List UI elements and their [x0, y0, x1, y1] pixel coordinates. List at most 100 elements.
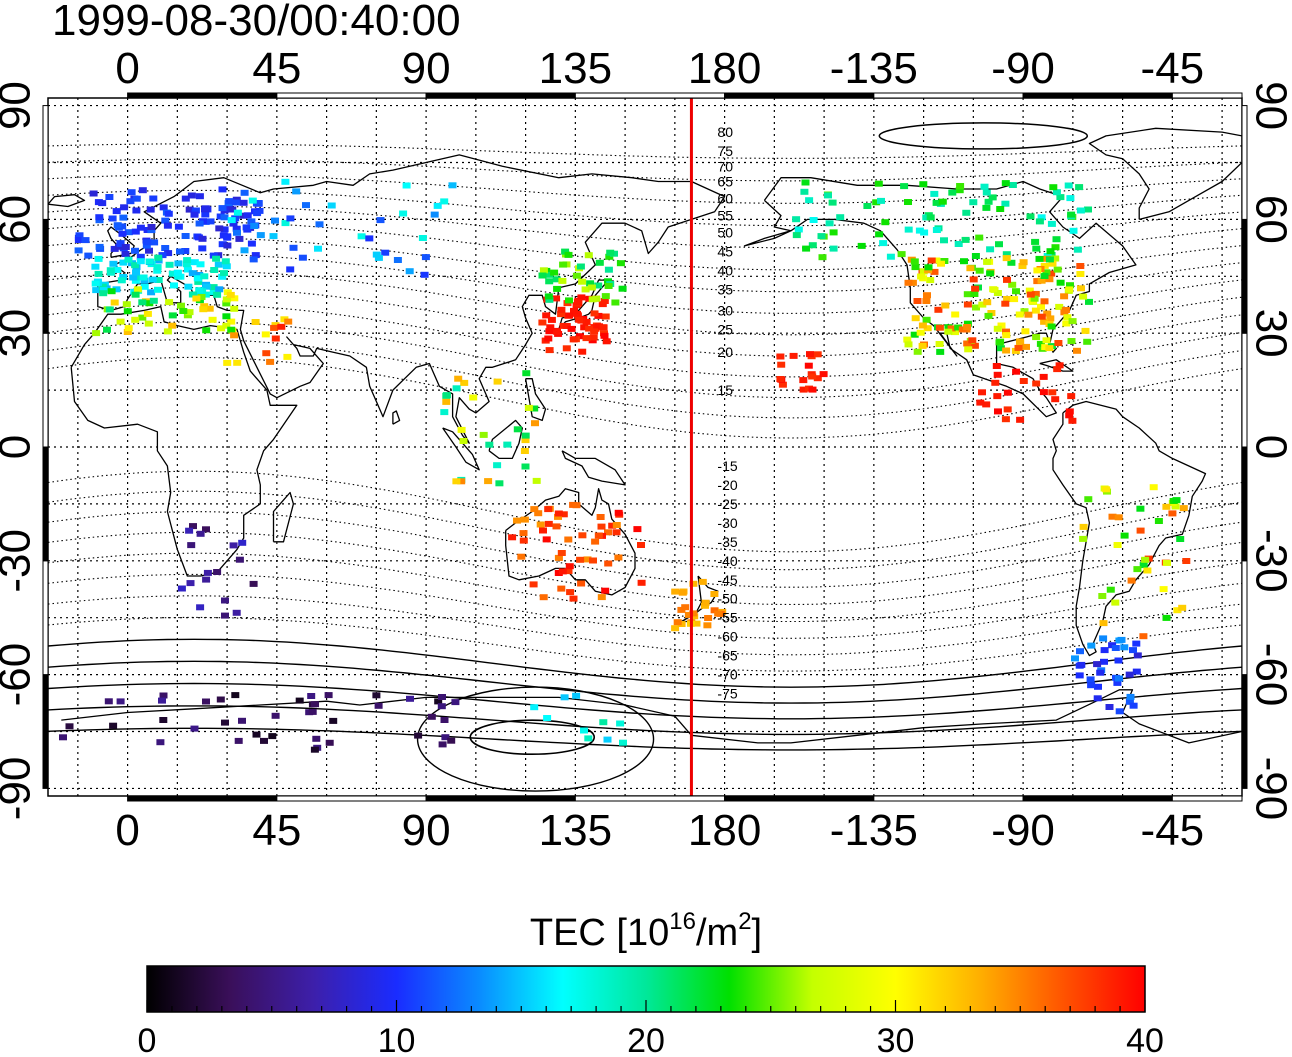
tec-point [260, 737, 268, 744]
tec-point [195, 272, 204, 278]
tec-point [376, 217, 385, 224]
tec-point [485, 441, 494, 448]
tec-point [776, 353, 785, 360]
tec-point [1049, 184, 1058, 191]
tec-point [133, 286, 142, 293]
tec-point [232, 225, 241, 232]
tec-point [597, 523, 606, 530]
x-tick-label-bottom: -45 [1141, 806, 1205, 855]
tec-point [584, 735, 593, 742]
tec-point [1062, 320, 1071, 327]
tec-point [136, 258, 145, 265]
x-tick-label-bottom: 45 [252, 806, 301, 855]
tec-point [1043, 310, 1052, 317]
tec-point [188, 270, 197, 277]
tec-point [904, 226, 913, 233]
frame-bar-left [42, 560, 49, 676]
y-tick-label-right: 90 [1246, 81, 1292, 130]
tec-point [553, 285, 562, 292]
tec-point [776, 376, 785, 382]
tec-point [915, 227, 924, 234]
tec-point [1048, 260, 1057, 267]
tec-point [159, 204, 168, 211]
tec-point [1075, 184, 1084, 191]
tec-point [138, 187, 147, 194]
colorbar: 0 10 20 30 40 TEC [1016/m2] [138, 908, 1164, 1057]
maglat-contour [48, 338, 1242, 419]
tec-point [131, 316, 140, 323]
tec-point [196, 530, 205, 537]
tec-point [557, 311, 566, 318]
tec-point [118, 223, 127, 230]
tec-point [406, 695, 414, 702]
north-pole-oval [878, 122, 1089, 150]
tec-point [1016, 416, 1025, 423]
colorbar-title: TEC [1016/m2] [530, 908, 762, 954]
tec-point [150, 239, 159, 246]
tec-point [145, 300, 154, 307]
tec-point [589, 334, 598, 341]
tec-point [1026, 291, 1035, 298]
tec-point [597, 594, 606, 601]
tec-point [1100, 658, 1108, 665]
maglat-label: -65 [717, 648, 737, 664]
tec-point [460, 379, 469, 386]
tec-point [829, 245, 838, 252]
tec-point [701, 599, 710, 606]
tec-point [802, 245, 811, 252]
tec-point [962, 209, 971, 216]
tec-point [575, 316, 584, 323]
tec-point [240, 247, 249, 254]
y-tick-label-right: -30 [1246, 529, 1292, 593]
tec-point [1052, 236, 1061, 243]
tec-point [251, 252, 260, 259]
tec-point [1163, 559, 1171, 566]
eurasia-coastline [97, 154, 726, 444]
x-tick-label-bottom: 0 [115, 806, 139, 855]
tec-point [1033, 267, 1042, 274]
tec-point [538, 272, 547, 279]
tec-point [1106, 586, 1115, 593]
tec-point [611, 299, 620, 306]
tec-point [970, 342, 979, 349]
tec-point [678, 589, 687, 596]
tec-point [222, 296, 231, 303]
tec-point [250, 223, 259, 229]
tec-point [1086, 676, 1095, 683]
tec-point [163, 328, 172, 335]
tec-point [188, 291, 197, 298]
tec-point [1033, 278, 1042, 285]
tec-point [98, 200, 107, 207]
australia-coastline [505, 488, 636, 596]
tec-point [1105, 704, 1114, 710]
frame-bar-left [42, 674, 49, 789]
tec-point [430, 211, 439, 218]
colorbar-tick-label: 0 [138, 1022, 157, 1057]
tec-point [268, 733, 277, 740]
tec-point [936, 348, 945, 355]
tec-point [1003, 276, 1011, 283]
tec-point [182, 261, 191, 268]
y-tick-label-left: 60 [0, 195, 40, 244]
tec-point [975, 234, 984, 241]
tec-point [904, 199, 912, 205]
tec-point [119, 214, 128, 221]
tec-point [381, 249, 390, 256]
tec-point [374, 702, 383, 709]
maglat-label: -45 [717, 572, 737, 588]
frame-bar-right [1241, 674, 1248, 789]
tec-point [1067, 393, 1076, 400]
tec-point [74, 237, 83, 243]
tec-point [186, 580, 195, 587]
tec-point [223, 242, 232, 249]
frame-bar-right [1241, 446, 1248, 562]
tec-point [270, 324, 279, 331]
tec-point [295, 697, 304, 704]
tec-point [170, 282, 178, 289]
tec-point [1060, 309, 1069, 316]
tec-point [1154, 518, 1163, 524]
tec-point [184, 283, 193, 290]
tec-point [553, 328, 561, 335]
tec-point [875, 231, 884, 238]
